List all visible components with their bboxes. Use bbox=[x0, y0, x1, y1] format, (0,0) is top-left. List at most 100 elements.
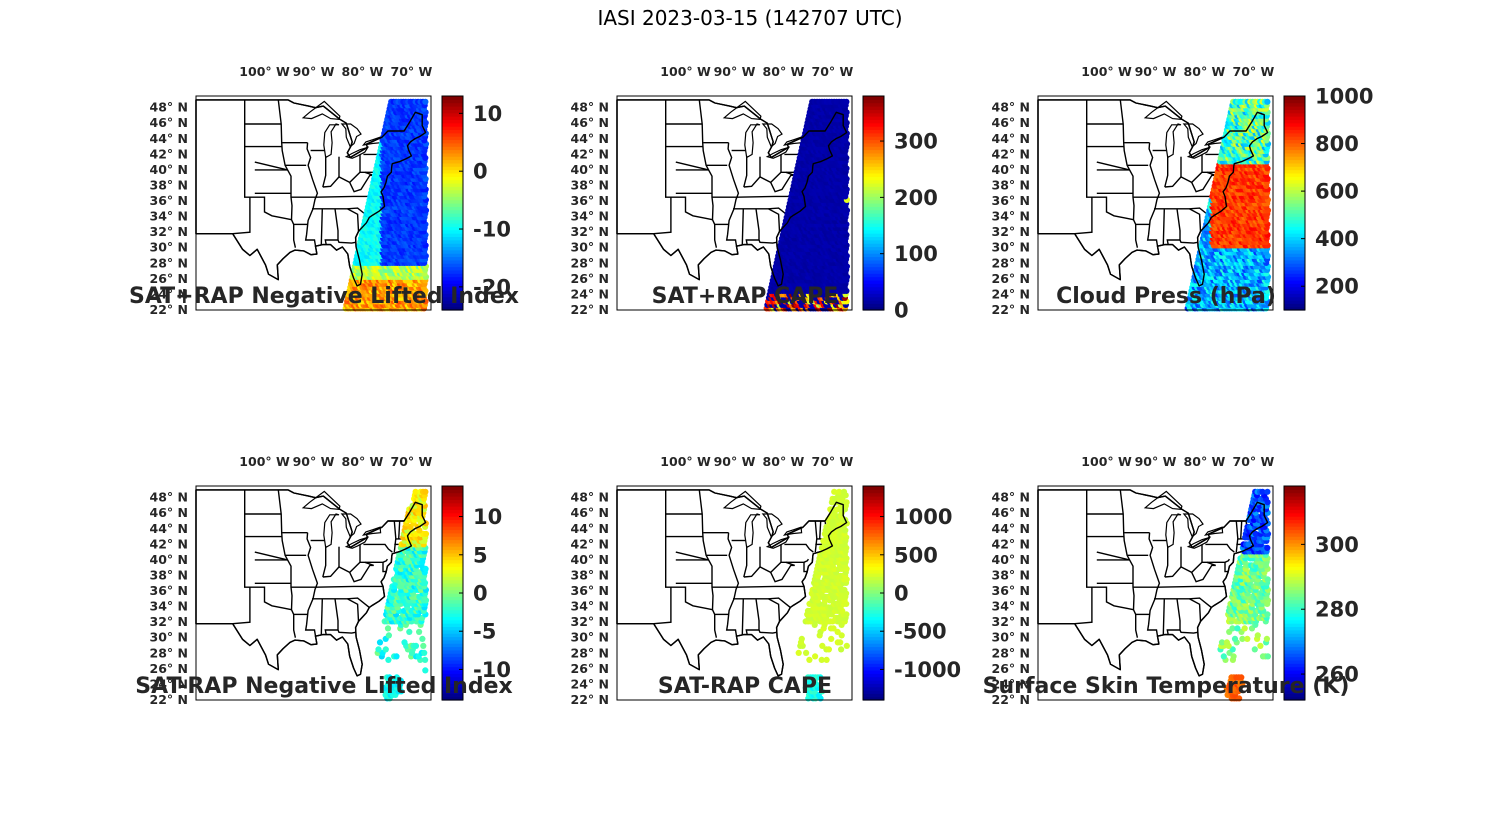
latitude-label: 44° N bbox=[992, 131, 1030, 146]
state-border bbox=[743, 171, 782, 188]
colorbar-step bbox=[1284, 303, 1305, 308]
latitude-label: 38° N bbox=[992, 177, 1030, 192]
data-point bbox=[419, 635, 426, 642]
longitude-label: 100° W bbox=[660, 64, 711, 79]
map-frame bbox=[195, 95, 432, 311]
colorbar-step bbox=[863, 236, 884, 241]
latitude-label: 32° N bbox=[150, 224, 188, 239]
colorbar-step bbox=[442, 172, 463, 177]
data-point bbox=[397, 677, 404, 684]
colorbar-step bbox=[863, 233, 884, 238]
colorbar-step bbox=[863, 132, 884, 137]
longitude-label: 100° W bbox=[1081, 64, 1132, 79]
data-point bbox=[382, 646, 389, 653]
colorbar-step bbox=[863, 166, 884, 171]
colorbar-step bbox=[1284, 139, 1305, 144]
colorbar-step bbox=[863, 226, 884, 231]
colorbar-step bbox=[1284, 249, 1305, 254]
colorbar-step bbox=[442, 213, 463, 217]
colorbar-tick-label: 1000 bbox=[1315, 85, 1373, 109]
map-frame bbox=[1037, 95, 1274, 311]
colorbar-step bbox=[1284, 96, 1305, 100]
panel-sat-rap-lifted-index: 100° W 90° W 80° W 70° W 48° N 46° N 44° N 42° … bbox=[104, 60, 584, 370]
panel-sat-rap-cape: 100° W 90° W 80° W 70° W 48° N 46° N 44° N 42° … bbox=[525, 60, 1005, 370]
colorbar-step bbox=[442, 186, 463, 191]
colorbar-step bbox=[863, 162, 884, 167]
colorbar-step bbox=[442, 306, 463, 311]
colorbar-step bbox=[863, 259, 884, 264]
great-lake-outline bbox=[744, 123, 761, 159]
colorbar-step bbox=[863, 249, 884, 254]
state-border bbox=[670, 196, 713, 221]
colorbar-step bbox=[442, 149, 463, 154]
colorbar-step bbox=[442, 223, 463, 227]
colorbar-step bbox=[1284, 273, 1305, 278]
colorbar-step bbox=[863, 146, 884, 151]
latitude-label: 36° N bbox=[992, 193, 1030, 208]
colorbar-step bbox=[863, 106, 884, 110]
colorbar-tick-label: -10 bbox=[473, 218, 511, 242]
colorbar-step bbox=[442, 112, 463, 117]
state-border bbox=[349, 561, 374, 583]
colorbar-step bbox=[1284, 149, 1305, 154]
colorbar-step bbox=[863, 296, 884, 301]
colorbar-frame bbox=[862, 95, 885, 311]
colorbar-step bbox=[1284, 156, 1305, 161]
colorbar-step bbox=[863, 276, 884, 281]
longitude-label: 100° W bbox=[239, 64, 290, 79]
latitude-label: 28° N bbox=[150, 255, 188, 270]
data-point bbox=[422, 98, 429, 105]
colorbar-step bbox=[442, 122, 463, 127]
colorbar-step bbox=[1284, 229, 1305, 234]
longitude-label: 70° W bbox=[812, 64, 854, 79]
colorbar-step bbox=[1284, 256, 1305, 261]
longitude-label: 70° W bbox=[391, 64, 433, 79]
colorbar-step bbox=[1284, 106, 1305, 110]
great-lake-outline bbox=[765, 146, 791, 159]
state-border bbox=[304, 532, 319, 637]
colorbar-step bbox=[442, 233, 463, 238]
latitude-label: 34° N bbox=[992, 209, 1030, 224]
state-border bbox=[320, 598, 323, 635]
data-point bbox=[393, 653, 400, 660]
longitude-label: 80° W bbox=[1184, 64, 1226, 79]
colorbar-step bbox=[1284, 199, 1305, 204]
colorbar-step bbox=[863, 239, 884, 244]
colorbar-step bbox=[1284, 196, 1305, 201]
latitude-label: 46° N bbox=[571, 115, 609, 130]
colorbar-step bbox=[863, 273, 884, 278]
colorbar-step bbox=[1284, 269, 1305, 274]
great-lake-outline bbox=[1143, 100, 1183, 120]
colorbar-step bbox=[442, 166, 463, 171]
colorbar-step bbox=[442, 226, 463, 231]
great-lake-outline bbox=[1182, 123, 1204, 148]
data-point bbox=[422, 656, 429, 663]
colorbar-step bbox=[442, 146, 463, 151]
colorbar-step bbox=[442, 286, 463, 291]
colorbar-step bbox=[1284, 166, 1305, 171]
colorbar-step bbox=[442, 206, 463, 211]
colorbar-step bbox=[1284, 159, 1305, 164]
panel-title: Cloud Press (hPa) bbox=[1056, 284, 1276, 309]
latitude-label: 42° N bbox=[992, 146, 1030, 161]
state-border bbox=[675, 161, 709, 171]
colorbar-step bbox=[863, 203, 884, 207]
state-border bbox=[322, 545, 327, 578]
colorbar-step bbox=[442, 219, 463, 224]
colorbar-step bbox=[1284, 109, 1305, 114]
data-point bbox=[420, 642, 427, 649]
colorbar-step bbox=[442, 246, 463, 251]
colorbar-step bbox=[863, 179, 884, 184]
colorbar-step bbox=[863, 102, 884, 107]
latitude-label: 42° N bbox=[571, 146, 609, 161]
latitude-label: 26° N bbox=[150, 271, 188, 286]
state-border bbox=[232, 489, 251, 625]
colorbar-step bbox=[1284, 102, 1305, 107]
colorbar-tick-label: 200 bbox=[894, 186, 938, 210]
colorbar-step bbox=[442, 229, 463, 234]
colorbar-step bbox=[442, 296, 463, 301]
latitude-label: 34° N bbox=[571, 209, 609, 224]
colorbar-step bbox=[1284, 142, 1305, 147]
colorbar-step bbox=[1284, 286, 1305, 291]
state-border bbox=[312, 207, 370, 218]
